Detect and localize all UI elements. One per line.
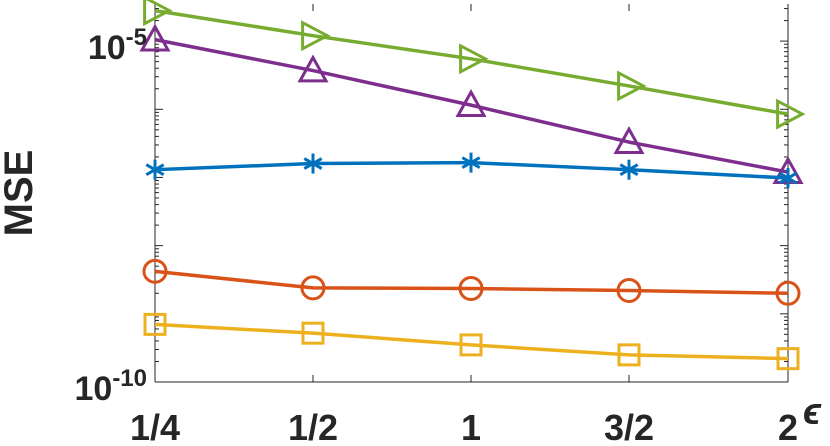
- asterisk-stroke: [619, 163, 639, 176]
- series-asterisk: [145, 152, 798, 189]
- series-line: [154, 8, 789, 116]
- circle-marker: [616, 277, 642, 303]
- square-marker: [143, 312, 167, 336]
- circle-marker: [458, 276, 484, 302]
- triangle-right-marker: [776, 98, 806, 130]
- series-line: [154, 322, 789, 361]
- square-marker: [776, 347, 800, 371]
- asterisk-marker: [778, 168, 798, 189]
- series-line: [154, 269, 789, 296]
- asterisk-stroke: [303, 157, 323, 170]
- triangle-up-marker: [139, 23, 171, 52]
- circle-marker: [142, 258, 168, 284]
- series-triangle-right: [143, 0, 806, 130]
- asterisk-stroke: [145, 163, 165, 176]
- asterisk-marker: [303, 153, 323, 174]
- circle-marker: [300, 275, 326, 301]
- triangle-right-marker: [459, 43, 489, 75]
- asterisk-stroke: [778, 171, 798, 185]
- asterisk-marker: [145, 159, 165, 180]
- triangle-up-marker: [455, 89, 487, 118]
- asterisk-marker: [619, 159, 639, 180]
- circle-marker: [775, 280, 801, 306]
- series-square: [143, 312, 800, 371]
- y-tick-label: 10-5: [88, 24, 147, 67]
- triangle-up-marker: [297, 54, 329, 83]
- y-axis-title: MSE: [0, 150, 41, 237]
- series-circle: [142, 258, 801, 306]
- square-marker: [617, 343, 641, 367]
- asterisk-marker: [461, 152, 481, 173]
- x-tick-label: 3/2: [604, 407, 654, 446]
- asterisk-stroke: [461, 156, 481, 169]
- triangle-right-marker: [301, 20, 331, 52]
- x-axis-title: ϵ: [803, 391, 822, 433]
- triangle-right-marker: [143, 0, 173, 27]
- x-tick-label: 1/4: [130, 407, 180, 446]
- x-tick-label: 1: [461, 407, 481, 446]
- square-marker: [459, 333, 483, 357]
- triangle-up-marker: [613, 126, 645, 155]
- square-marker: [301, 321, 325, 345]
- x-tick-label: 1/2: [288, 407, 338, 446]
- series-line: [154, 37, 789, 174]
- triangle-right-marker: [617, 70, 647, 102]
- y-tick-label: 10-10: [74, 365, 147, 408]
- x-tick-label: 2: [778, 407, 798, 446]
